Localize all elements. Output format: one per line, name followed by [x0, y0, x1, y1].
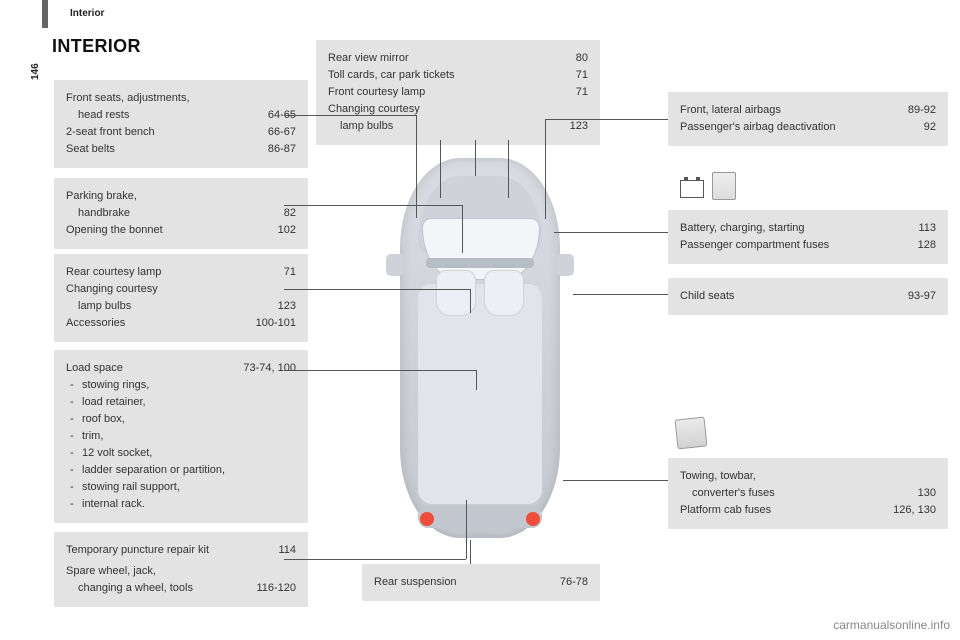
pageref: 92 [924, 119, 936, 136]
pageref: 114 [278, 542, 296, 559]
fusebox-icon [675, 417, 708, 450]
box-child-seats: Child seats 93-97 [668, 278, 948, 315]
battery-icon [680, 180, 704, 198]
box-front-seats: Front seats, adjustments, head rests64-6… [54, 80, 308, 168]
page-number: 146 [30, 63, 41, 80]
text: changing a wheel, tools [66, 580, 193, 597]
text: Rear suspension [374, 574, 457, 591]
text: Platform cab fuses [680, 502, 771, 519]
pageref: 89-92 [908, 102, 936, 119]
text: lamp bulbs [328, 118, 393, 135]
text: head rests [66, 107, 129, 124]
text: lamp bulbs [66, 298, 131, 315]
pageref: 71 [576, 67, 588, 84]
pageref: 71 [576, 84, 588, 101]
pageref: 66-67 [268, 124, 296, 141]
text: Passenger compartment fuses [680, 237, 829, 254]
bullet: roof box, [66, 411, 296, 428]
text: Parking brake, [66, 188, 137, 205]
fusebox-icon [712, 172, 736, 200]
text: Child seats [680, 288, 734, 305]
box-rear-courtesy-lamp: Rear courtesy lamp 71 Changing courtesy l… [54, 254, 308, 342]
box-airbags: Front, lateral airbags 89-92 Passenger's … [668, 92, 948, 146]
text: Seat belts [66, 141, 115, 158]
bullet: load retainer, [66, 394, 296, 411]
pageref: 73-74, 100 [243, 360, 296, 377]
box-load-space: Load space 73-74, 100 stowing rings, load… [54, 350, 308, 523]
box-rear-suspension: Rear suspension 76-78 [362, 564, 600, 601]
bullet: stowing rings, [66, 377, 296, 394]
vehicle-top-view [378, 158, 582, 538]
pageref: 71 [284, 264, 296, 281]
bullet: stowing rail support, [66, 479, 296, 496]
text: Front, lateral airbags [680, 102, 781, 119]
pageref: 123 [570, 118, 588, 135]
text: handbrake [66, 205, 130, 222]
pageref: 126, 130 [893, 502, 936, 519]
text: Battery, charging, starting [680, 220, 805, 237]
pageref: 76-78 [560, 574, 588, 591]
bullet: ladder separation or partition, [66, 462, 296, 479]
text: Front seats, adjustments, [66, 90, 190, 107]
text: 2-seat front bench [66, 124, 155, 141]
text: Towing, towbar, [680, 468, 756, 485]
section-label: Interior [70, 8, 104, 19]
text: Passenger's airbag deactivation [680, 119, 836, 136]
page-title: INTERIOR [52, 36, 141, 57]
pageref: 116-120 [256, 580, 296, 597]
pageref: 93-97 [908, 288, 936, 305]
pageref: 123 [278, 298, 296, 315]
pageref: 100-101 [256, 315, 296, 332]
bullet: 12 volt socket, [66, 445, 296, 462]
pageref: 130 [918, 485, 936, 502]
text: Rear courtesy lamp [66, 264, 161, 281]
text: Opening the bonnet [66, 222, 163, 239]
pageref: 128 [918, 237, 936, 254]
text: Front courtesy lamp [328, 84, 425, 101]
box-rear-view-mirror: Rear view mirror 80 Toll cards, car park … [316, 40, 600, 145]
pageref: 102 [278, 222, 296, 239]
text: Rear view mirror [328, 50, 409, 67]
pageref: 80 [576, 50, 588, 67]
pageref: 113 [918, 220, 936, 237]
page: Interior 146 INTERIOR Front seats, adjus… [0, 0, 960, 640]
watermark: carmanualsonline.info [833, 618, 950, 632]
text: Temporary puncture repair kit [66, 542, 209, 559]
text: Changing courtesy [66, 281, 158, 298]
bullet: internal rack. [66, 496, 296, 513]
text: Load space [66, 360, 123, 377]
box-battery: Battery, charging, starting 113 Passenger… [668, 210, 948, 264]
section-tab [42, 0, 48, 28]
pageref: 86-87 [268, 141, 296, 158]
text: Spare wheel, jack, [66, 563, 156, 580]
box-towing: Towing, towbar, converter's fuses 130 Pla… [668, 458, 948, 529]
pageref: 82 [284, 205, 296, 222]
text: converter's fuses [680, 485, 775, 502]
box-spare-wheel: Temporary puncture repair kit 114 Spare w… [54, 532, 308, 607]
box-parking-brake: Parking brake, handbrake 82 Opening the b… [54, 178, 308, 249]
text: Toll cards, car park tickets [328, 67, 455, 84]
text: Accessories [66, 315, 125, 332]
bullet: trim, [66, 428, 296, 445]
